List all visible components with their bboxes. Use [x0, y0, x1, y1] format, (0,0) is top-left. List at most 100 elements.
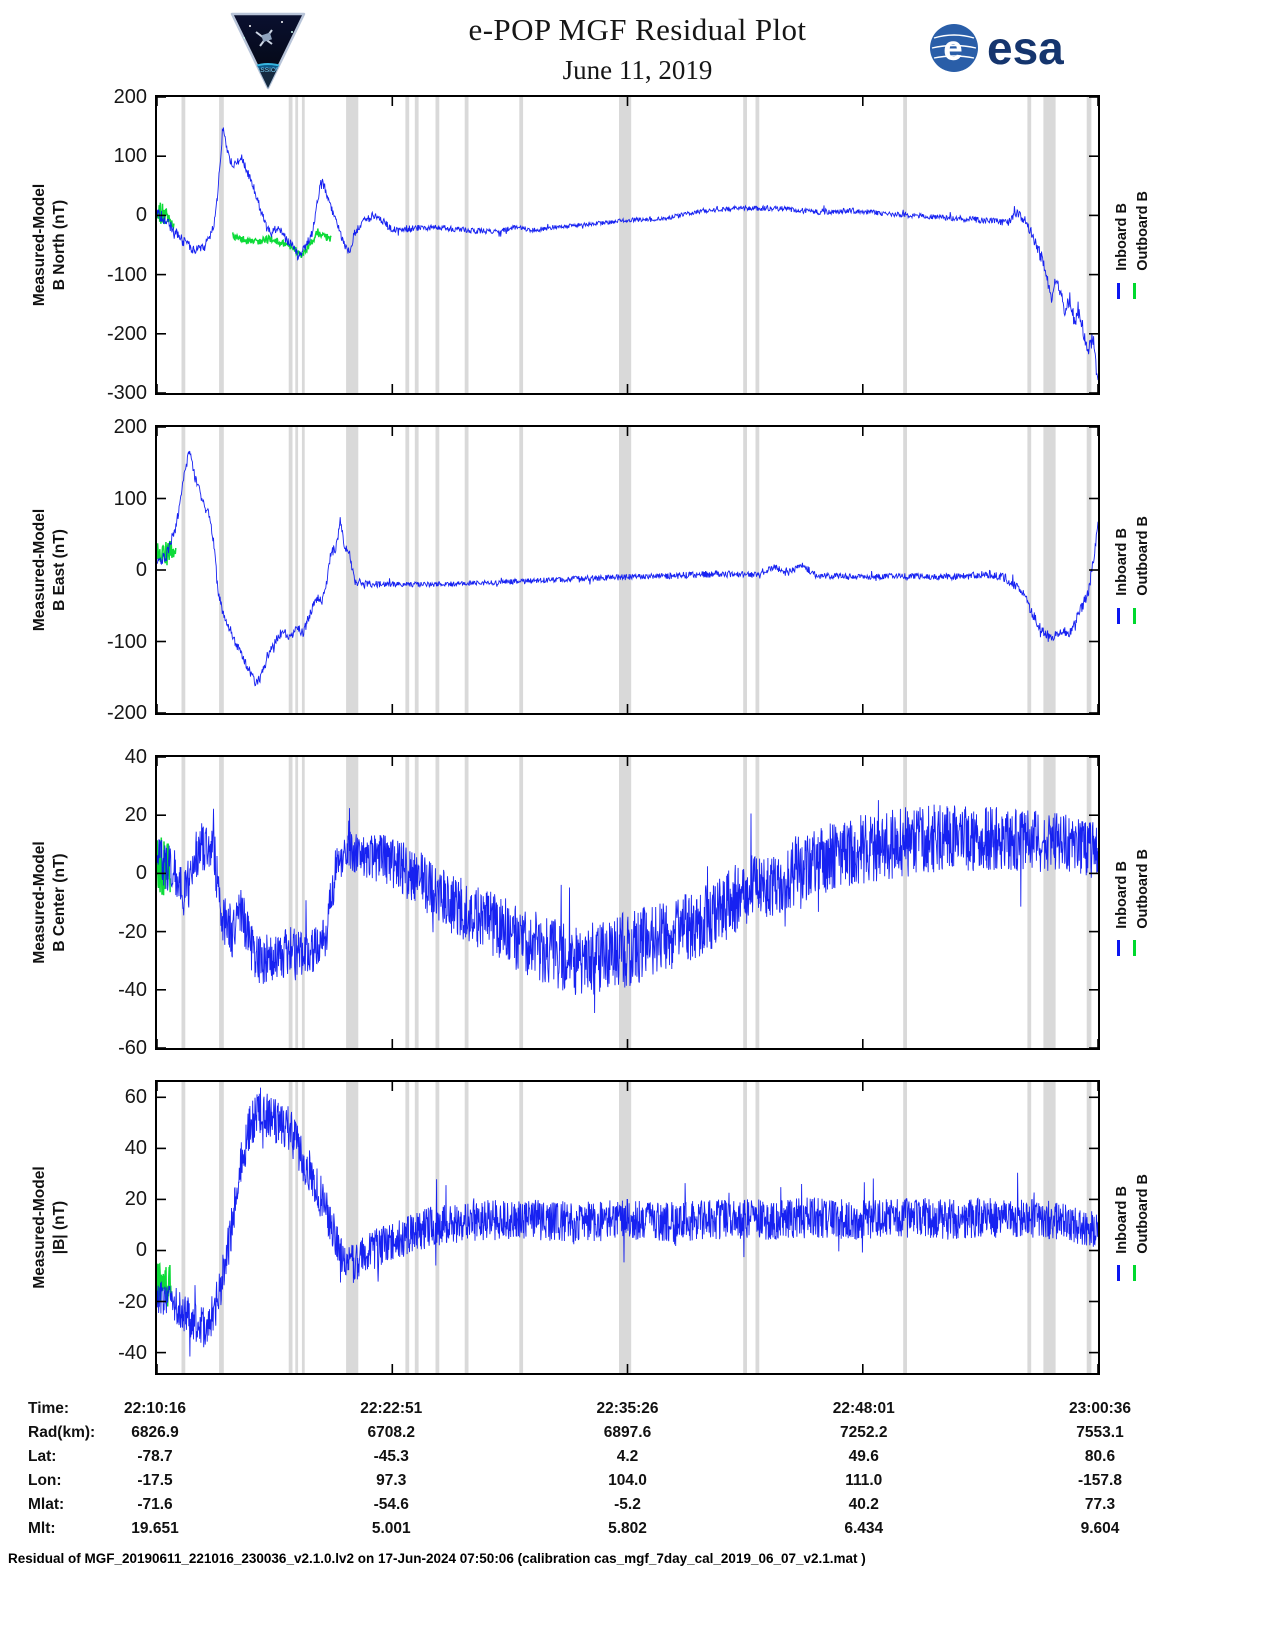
y-axis-label-line1: Measured-Model	[31, 841, 48, 964]
info-cell: 19.651	[131, 1520, 179, 1537]
info-cell: 6708.2	[367, 1424, 415, 1441]
legend-outboard-label: Outboard B	[1135, 848, 1151, 929]
y-tick-label: 0	[135, 559, 147, 581]
info-cell: -78.7	[137, 1448, 173, 1465]
y-tick-label: -20	[118, 920, 147, 943]
legend-inboard-tick-icon	[1117, 1265, 1120, 1282]
y-tick-label: -300	[106, 382, 147, 404]
info-cell: 7252.2	[840, 1424, 888, 1441]
legend-inboard-label: Inboard B	[1114, 1185, 1130, 1254]
info-cell: 22:10:16	[123, 1400, 187, 1417]
y-axis-label-line1: Measured-Model	[31, 1166, 48, 1289]
info-row: Mlt: 19.651 5.001 5.802 6.434 9.604	[0, 1517, 1275, 1541]
info-cell: -157.8	[1078, 1472, 1122, 1489]
svg-text:e: e	[943, 29, 962, 68]
mission-patch-icon: CASSIOPE	[230, 12, 306, 90]
legend-outboard-tick-icon	[1133, 940, 1136, 957]
y-tick-label: 40	[124, 1137, 147, 1160]
info-cell: -5.2	[614, 1496, 641, 1513]
esa-wordmark: esa	[987, 22, 1064, 74]
info-cell: -54.6	[373, 1496, 409, 1513]
info-cell: 104.0	[608, 1472, 647, 1489]
y-tick-labels: 200 100 0 -100 -200 -300	[90, 86, 155, 404]
info-cell: -45.3	[373, 1448, 409, 1465]
y-tick-label: -40	[118, 1341, 147, 1364]
footer-text: Residual of MGF_20190611_221016_230036_v…	[8, 1551, 866, 1566]
mission-patch: CASSIOPE	[222, 6, 314, 99]
legend-inboard-tick-icon	[1117, 282, 1120, 299]
info-row-label: Lat:	[28, 1448, 57, 1465]
y-tick-label: 60	[124, 1086, 147, 1109]
info-row-label: Time:	[28, 1400, 70, 1417]
panel-legend: Inboard B Outboard B	[1100, 95, 1275, 395]
info-row-label: Mlt:	[28, 1520, 56, 1537]
info-cell: 22:22:51	[360, 1400, 423, 1417]
y-tick-label: -20	[118, 1290, 147, 1313]
y-tick-label: 0	[135, 204, 147, 227]
y-tick-label: 100	[113, 487, 147, 510]
chart-canvas	[157, 427, 1098, 713]
chart-canvas	[157, 1082, 1098, 1373]
info-cell: 97.3	[376, 1472, 407, 1489]
info-row: Time: 22:10:16 22:22:51 22:35:26 22:48:01 23:…	[0, 1397, 1275, 1421]
chart-canvas	[157, 97, 1098, 393]
y-tick-labels: 200 100 0 -100 -200	[90, 416, 155, 724]
info-cell: 6826.9	[131, 1424, 179, 1441]
plot-area-b-center	[155, 755, 1100, 1050]
y-tick-label: 0	[135, 1239, 147, 1262]
y-axis-label-line2: B East (nT)	[51, 529, 68, 611]
legend-inboard-label: Inboard B	[1114, 203, 1130, 271]
y-tick-label: -100	[106, 263, 147, 286]
panel-legend: Inboard B Outboard B	[1100, 425, 1275, 715]
info-row: Rad(km): 6826.9 6708.2 6897.6 7252.2 7553.1	[0, 1421, 1275, 1445]
y-tick-label: 20	[124, 804, 147, 827]
info-cell: 4.2	[616, 1448, 639, 1465]
legend-outboard-label: Outboard B	[1135, 191, 1151, 271]
info-row: Mlat: -71.6 -54.6 -5.2 40.2 77.3	[0, 1493, 1275, 1517]
info-cell: -17.5	[137, 1472, 173, 1489]
plot-area-b-magnitude	[155, 1080, 1100, 1375]
y-axis-label-b-center: Measured-Model B Center (nT)	[0, 755, 90, 1050]
legend-outboard-label: Outboard B	[1135, 1173, 1151, 1254]
info-cell: 6897.6	[603, 1424, 652, 1441]
info-row: Lon: -17.5 97.3 104.0 111.0 -157.8	[0, 1469, 1275, 1493]
y-axis-label-line2: |B| (nT)	[51, 1200, 68, 1255]
info-row-label: Lon:	[28, 1472, 62, 1489]
y-axis-label-line2: B Center (nT)	[51, 853, 68, 952]
y-tick-labels: 40 20 0 -20 -40 -60	[90, 746, 155, 1059]
legend-inboard-tick-icon	[1117, 940, 1120, 957]
y-tick-label: -100	[106, 630, 147, 653]
header: CASSIOPE e-POP MGF Residual Plot June 11…	[0, 0, 1275, 95]
panel-b-center: Measured-Model B Center (nT) 40 20 0 -20 -40…	[0, 746, 1275, 1059]
y-tick-label: 200	[113, 416, 147, 438]
info-cell: 49.6	[848, 1448, 879, 1465]
y-tick-label: -200	[106, 702, 147, 724]
info-cell: 22:35:26	[596, 1400, 659, 1417]
y-tick-label: 40	[124, 746, 147, 768]
y-tick-label: 0	[135, 862, 147, 885]
page-title: e-POP MGF Residual Plot June 11, 2019	[0, 12, 1275, 86]
info-cell: 111.0	[845, 1472, 883, 1489]
legend-outboard-tick-icon	[1133, 607, 1136, 624]
info-cell: 5.802	[608, 1520, 647, 1537]
y-tick-label: -60	[118, 1037, 147, 1059]
info-cell: 40.2	[848, 1496, 879, 1513]
plot-title: e-POP MGF Residual Plot	[468, 12, 807, 47]
y-tick-label: 20	[124, 1188, 147, 1211]
y-tick-label: -200	[106, 322, 147, 345]
panel-legend: Inboard B Outboard B	[1100, 755, 1275, 1050]
info-cell: 22:48:01	[832, 1400, 895, 1417]
info-cell: 6.434	[844, 1520, 884, 1537]
plot-area-b-north	[155, 95, 1100, 395]
y-axis-label-line1: Measured-Model	[31, 508, 48, 632]
esa-logo: e esa	[928, 22, 1064, 74]
y-axis-label-b-east: Measured-Model B East (nT)	[0, 425, 90, 715]
info-cell: 80.6	[1084, 1448, 1116, 1465]
legend-inboard-label: Inboard B	[1114, 860, 1130, 929]
legend-inboard-tick-icon	[1117, 607, 1120, 624]
panel-b-east: Measured-Model B East (nT) 200 100 0 -100 -2…	[0, 416, 1275, 724]
y-axis-label-line2: B North (nT)	[51, 199, 68, 291]
chart-panels: Measured-Model B North (nT) 200 100 0 -100-…	[0, 86, 1275, 1375]
esa-globe-icon: e	[930, 24, 978, 72]
info-cell: 9.604	[1080, 1520, 1120, 1537]
